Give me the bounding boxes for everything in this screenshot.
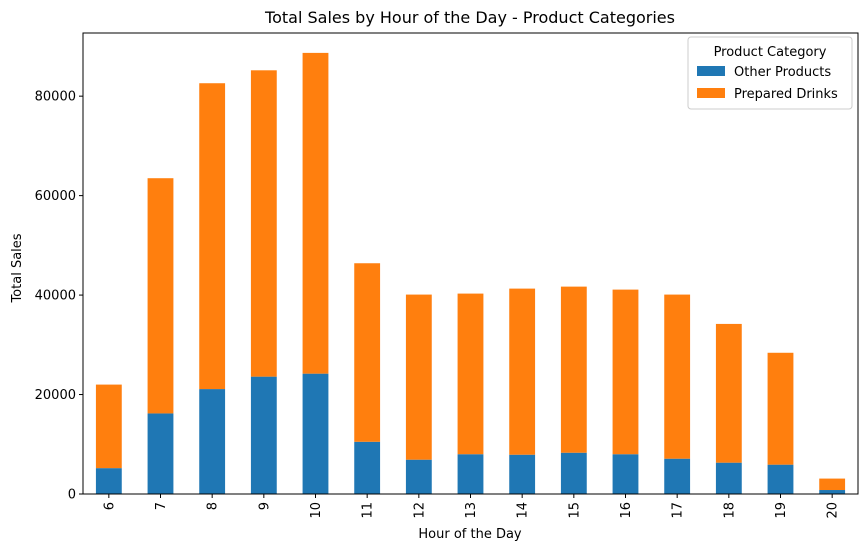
y-tick-label-60000: 60000 bbox=[35, 189, 76, 204]
x-tick-label-7: 7 bbox=[154, 502, 169, 510]
axes-layer: 0 20000 40000 60000 80000 6 7 8 9 10 11 12 13 14 15 16 1… bbox=[35, 32, 859, 519]
bar-other-products-16 bbox=[612, 454, 639, 494]
legend-title: Product Category bbox=[714, 45, 827, 60]
x-tick-label-6: 6 bbox=[102, 502, 117, 510]
bar-other-products-11 bbox=[354, 441, 381, 494]
y-tick-label-20000: 20000 bbox=[35, 388, 76, 403]
y-tick-label-0: 0 bbox=[68, 488, 76, 503]
x-tick-label-12: 12 bbox=[412, 502, 427, 519]
legend-box bbox=[687, 36, 853, 110]
bar-other-products-15 bbox=[560, 452, 587, 494]
x-tick-label-18: 18 bbox=[722, 502, 737, 519]
legend: Product Category Other Products Prepared… bbox=[687, 36, 853, 110]
bar-prepared-drinks-13 bbox=[457, 293, 484, 455]
x-tick-label-20: 20 bbox=[826, 502, 841, 519]
bar-prepared-drinks-18 bbox=[715, 323, 742, 463]
x-tick-label-9: 9 bbox=[257, 502, 272, 510]
bar-other-products-10 bbox=[302, 373, 329, 494]
bar-prepared-drinks-20 bbox=[819, 478, 846, 491]
bar-prepared-drinks-10 bbox=[302, 52, 329, 374]
bar-prepared-drinks-19 bbox=[767, 352, 794, 465]
x-tick-label-11: 11 bbox=[361, 502, 376, 519]
x-tick-label-10: 10 bbox=[309, 502, 324, 519]
x-tick-label-16: 16 bbox=[619, 502, 634, 519]
legend-swatch-prepared-drinks bbox=[697, 88, 725, 98]
y-axis-label: Total Sales bbox=[10, 233, 25, 303]
x-tick-label-13: 13 bbox=[464, 502, 479, 519]
bar-other-products-6 bbox=[95, 468, 122, 494]
bar-prepared-drinks-6 bbox=[95, 384, 122, 469]
bar-other-products-12 bbox=[405, 459, 432, 494]
bar-prepared-drinks-15 bbox=[560, 286, 587, 453]
x-tick-label-17: 17 bbox=[671, 502, 686, 519]
bar-prepared-drinks-14 bbox=[509, 288, 536, 455]
y-tick-label-40000: 40000 bbox=[35, 289, 76, 304]
bar-other-products-18 bbox=[715, 462, 742, 494]
bar-other-products-17 bbox=[664, 458, 691, 494]
bar-other-products-20 bbox=[819, 490, 846, 494]
x-tick-label-8: 8 bbox=[206, 502, 221, 510]
bar-other-products-8 bbox=[199, 389, 226, 494]
bar-other-products-9 bbox=[250, 376, 277, 494]
legend-label-other-products: Other Products bbox=[734, 65, 831, 80]
legend-swatch-other-products bbox=[697, 66, 725, 76]
x-tick-label-14: 14 bbox=[516, 502, 531, 519]
bar-other-products-7 bbox=[147, 413, 174, 494]
legend-label-prepared-drinks: Prepared Drinks bbox=[734, 87, 838, 102]
bar-other-products-14 bbox=[509, 454, 536, 494]
bar-other-products-13 bbox=[457, 454, 484, 494]
bar-prepared-drinks-7 bbox=[147, 178, 174, 414]
bar-other-products-19 bbox=[767, 464, 794, 494]
chart-title: Total Sales by Hour of the Day - Product… bbox=[264, 8, 675, 27]
bar-prepared-drinks-8 bbox=[199, 83, 226, 390]
x-tick-label-15: 15 bbox=[567, 502, 582, 519]
bar-prepared-drinks-11 bbox=[354, 263, 381, 442]
y-tick-label-80000: 80000 bbox=[35, 90, 76, 105]
x-tick-label-19: 19 bbox=[774, 502, 789, 519]
bar-prepared-drinks-9 bbox=[250, 70, 277, 377]
x-axis-label: Hour of the Day bbox=[418, 527, 522, 542]
bars-layer bbox=[95, 52, 846, 494]
bar-prepared-drinks-12 bbox=[405, 294, 432, 460]
bar-prepared-drinks-17 bbox=[664, 294, 691, 459]
bar-prepared-drinks-16 bbox=[612, 289, 639, 455]
